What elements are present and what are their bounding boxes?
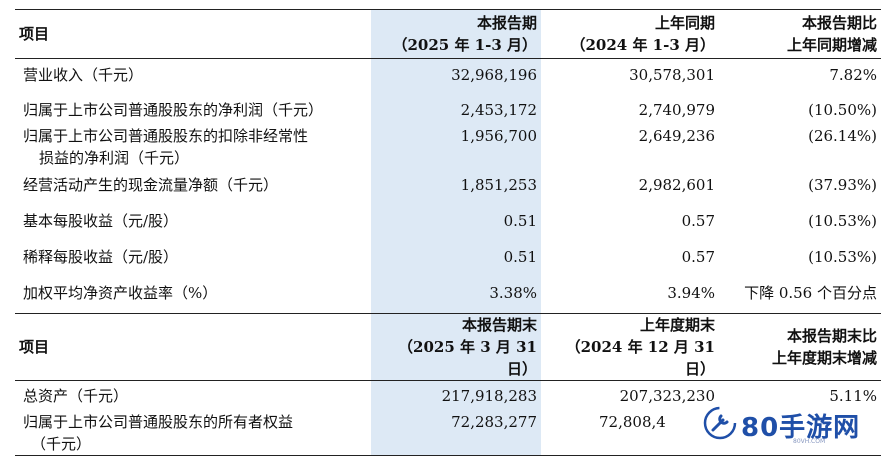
- row-label: 加权平均净资产收益率（%）: [23, 284, 218, 302]
- change-value: (37.93%): [808, 176, 877, 194]
- table-header-row: 项目 本报告期末 （2025 年 3 月 31 日） 上年度期末 （2024 年…: [15, 313, 881, 381]
- header-current-period: 本报告期 （2025 年 1-3 月）: [371, 9, 541, 59]
- table-row: 加权平均净资产收益率（%） 3.38% 3.94% 下降 0.56 个百分点: [15, 277, 881, 314]
- table-row: 稀释每股收益（元/股） 0.51 0.57 (10.53%): [15, 241, 881, 277]
- current-value: 2,453,172: [371, 95, 541, 121]
- row-label: 总资产（千元）: [23, 387, 129, 405]
- current-value: 0.51: [371, 205, 541, 241]
- financial-table-period-end: 项目 本报告期末 （2025 年 3 月 31 日） 上年度期末 （2024 年…: [15, 313, 881, 456]
- prior-value: 72,808,4: [599, 413, 666, 431]
- change-value: 7.82%: [829, 66, 877, 84]
- row-label-line2: 损益的净利润（千元）: [39, 149, 190, 167]
- table-row: 总资产（千元） 217,918,283 207,323,230 5.11%: [15, 380, 881, 407]
- table-row: 归属于上市公司普通股股东的扣除非经常性 损益的净利润（千元） 1,956,700…: [15, 121, 881, 169]
- header-current-period-end: 本报告期末 （2025 年 3 月 31 日）: [371, 313, 541, 381]
- change-value: (10.50%): [808, 101, 877, 119]
- current-value: 1,851,253: [371, 169, 541, 205]
- prior-value: 2,649,236: [638, 127, 715, 145]
- change-value: (10.53%): [808, 248, 877, 266]
- row-label: 稀释每股收益（元/股）: [23, 248, 179, 266]
- current-value: 3.38%: [371, 277, 541, 314]
- change-value: (26.14%): [808, 127, 877, 145]
- change-value: 5.11%: [829, 387, 877, 405]
- change-value: 下降 0.56 个百分点: [744, 284, 877, 302]
- table-row: 基本每股收益（元/股） 0.51 0.57 (10.53%): [15, 205, 881, 241]
- row-label-line1: 归属于上市公司普通股股东的所有者权益: [23, 413, 294, 431]
- table-row: 经营活动产生的现金流量净额（千元） 1,851,253 2,982,601 (3…: [15, 169, 881, 205]
- current-value: 72,283,277: [371, 407, 541, 456]
- current-value: 217,918,283: [371, 380, 541, 407]
- row-label: 经营活动产生的现金流量净额（千元）: [23, 176, 279, 194]
- watermark: 80手游网 80VH.COM: [697, 404, 885, 451]
- watermark-brand: 80手游网: [741, 413, 861, 443]
- row-label: 基本每股收益（元/股）: [23, 212, 179, 230]
- header-item: 项目: [19, 25, 50, 43]
- table-header-row: 项目 本报告期 （2025 年 1-3 月） 上年同期 （2024 年 1-3 …: [15, 9, 881, 59]
- header-change: 本报告期比 上年同期增减: [786, 14, 877, 54]
- prior-value: 0.57: [681, 248, 715, 266]
- prior-value: 0.57: [681, 212, 715, 230]
- table-row: 归属于上市公司普通股股东的所有者权益 （千元） 72,283,277 72,80…: [15, 407, 881, 456]
- current-value: 1,956,700: [371, 121, 541, 169]
- header-prior-period: 上年同期 （2024 年 1-3 月）: [570, 14, 715, 54]
- header-change: 本报告期末比 上年度期末增减: [771, 327, 877, 367]
- row-label: 归属于上市公司普通股股东的扣除非经常性 损益的净利润（千元）: [15, 121, 371, 169]
- prior-value: 207,323,230: [619, 387, 715, 405]
- prior-value: 2,740,979: [638, 101, 715, 119]
- header-prior-year-end: 上年度期末 （2024 年 12 月 31 日）: [565, 316, 715, 378]
- current-value: 32,968,196: [371, 58, 541, 95]
- watermark-domain: 80VH.COM: [793, 438, 826, 445]
- prior-value: 3.94%: [667, 284, 715, 302]
- wrench-logo-icon: [703, 406, 737, 440]
- current-value: 0.51: [371, 241, 541, 277]
- row-label-line2: （千元）: [31, 435, 92, 453]
- prior-value: 30,578,301: [629, 66, 715, 84]
- table-row: 营业收入（千元） 32,968,196 30,578,301 7.82%: [15, 58, 881, 95]
- row-label: 营业收入（千元）: [23, 66, 144, 84]
- prior-value: 2,982,601: [638, 176, 715, 194]
- change-value: (10.53%): [808, 212, 877, 230]
- table-row: 归属于上市公司普通股股东的净利润（千元） 2,453,172 2,740,979…: [15, 95, 881, 121]
- row-label: 归属于上市公司普通股股东的净利润（千元）: [23, 101, 324, 119]
- financial-table-period: 项目 本报告期 （2025 年 1-3 月） 上年同期 （2024 年 1-3 …: [15, 9, 881, 314]
- header-item: 项目: [19, 338, 50, 356]
- row-label: 归属于上市公司普通股股东的所有者权益 （千元）: [15, 407, 371, 456]
- row-label-line1: 归属于上市公司普通股股东的扣除非经常性: [23, 127, 309, 145]
